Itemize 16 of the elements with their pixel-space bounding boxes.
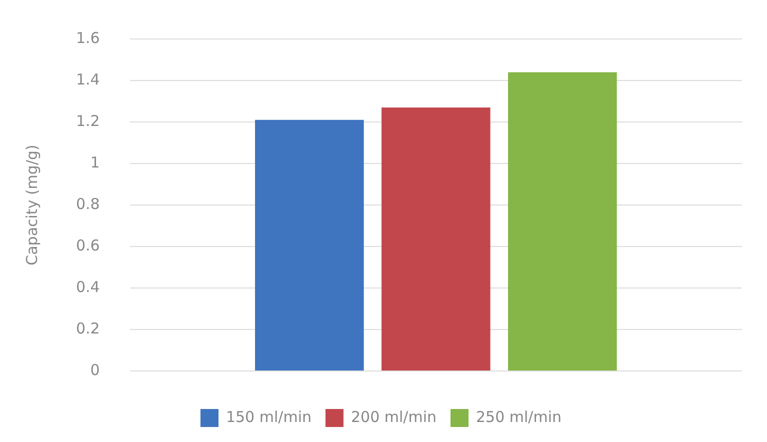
legend-label: 150 ml/min — [226, 408, 312, 426]
y-axis-title: Capacity (mg/g) — [22, 144, 41, 266]
legend-label: 250 ml/min — [476, 408, 562, 426]
y-tick-label: 1.4 — [76, 70, 100, 88]
y-tick-label: 0.6 — [76, 236, 100, 254]
y-tick-label: 0.2 — [76, 319, 100, 338]
y-tick-label: 0 — [90, 360, 100, 379]
bar — [255, 120, 364, 370]
legend-label: 200 ml/min — [350, 408, 437, 426]
y-tick-label: 0.4 — [76, 278, 100, 296]
bar — [508, 72, 617, 370]
y-tick-label: 1.6 — [76, 28, 100, 47]
y-tick-label: 1 — [90, 153, 100, 172]
bar — [382, 107, 490, 370]
y-tick-label: 0.8 — [76, 194, 100, 213]
y-tick-label: 1.2 — [76, 112, 100, 130]
